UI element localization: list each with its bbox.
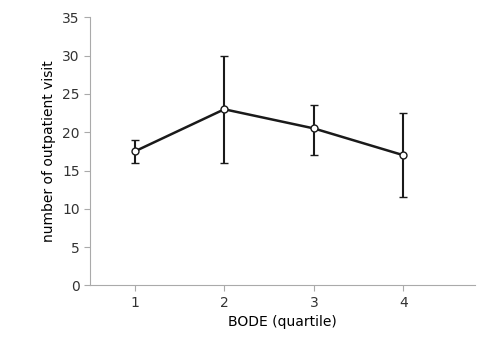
- X-axis label: BODE (quartile): BODE (quartile): [228, 315, 337, 329]
- Y-axis label: number of outpatient visit: number of outpatient visit: [42, 61, 56, 242]
